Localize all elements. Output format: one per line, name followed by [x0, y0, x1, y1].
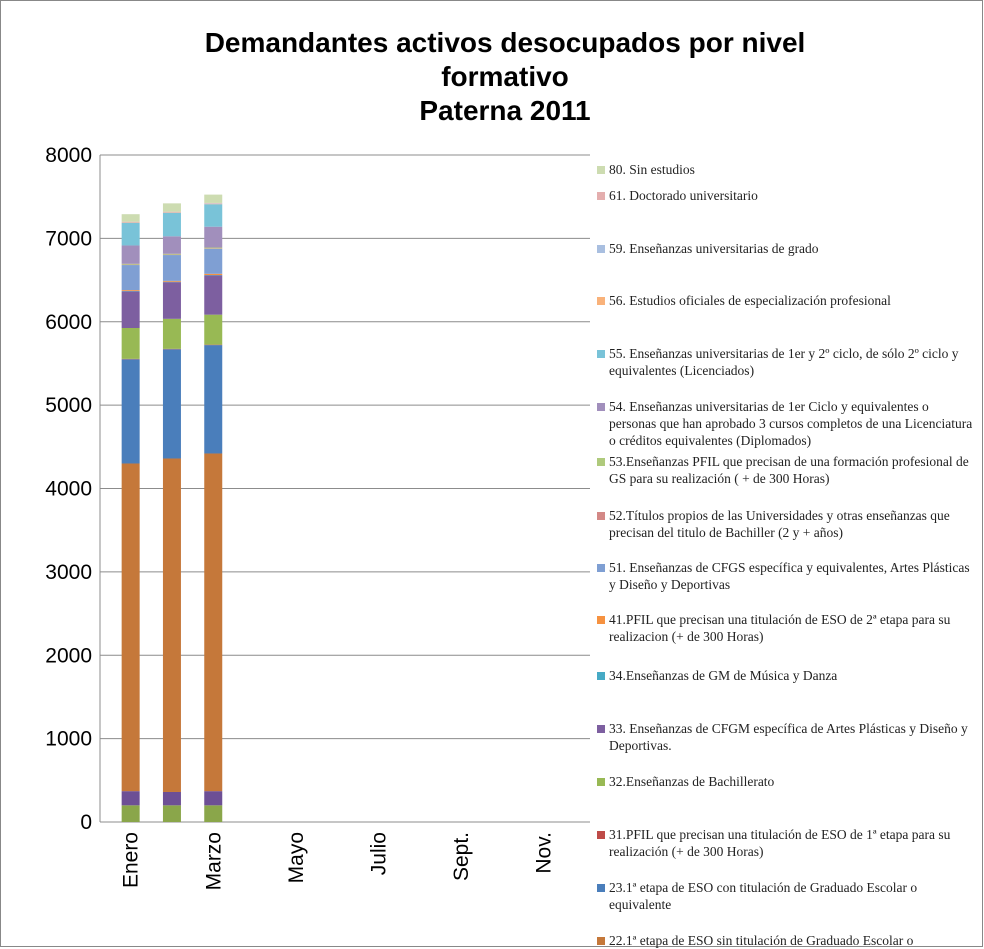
legend-label: 22.1ª etapa de ESO sin titulación de Gra…: [609, 932, 977, 949]
legend-label: 80. Sin estudios: [609, 161, 977, 178]
bar-segment: [204, 248, 222, 249]
legend-swatch: [597, 672, 605, 680]
legend-label: 33. Enseñanzas de CFGM específica de Art…: [609, 720, 977, 754]
bar-segment: [204, 453, 222, 791]
bar-segment: [163, 213, 181, 236]
y-tick-label: 4000: [45, 478, 92, 501]
bar-segment: [122, 463, 140, 791]
legend-label: 34.Enseñanzas de GM de Música y Danza: [609, 667, 977, 684]
x-tick-label: Sept.: [450, 832, 473, 881]
bar-segment: [163, 254, 181, 255]
legend-swatch: [597, 297, 605, 305]
chart-title: Paterna 2011: [419, 95, 590, 126]
bar-segment: [204, 791, 222, 805]
x-tick-label: Enero: [120, 832, 143, 888]
legend-swatch: [597, 512, 605, 520]
x-tick-label: Mayo: [285, 832, 308, 883]
x-tick-label: Marzo: [202, 832, 225, 890]
legend-swatch: [597, 831, 605, 839]
bar-segment: [122, 223, 140, 246]
bar-segment: [122, 290, 140, 291]
y-tick-label: 8000: [45, 144, 92, 167]
x-tick-label: Nov.: [533, 832, 556, 874]
bar-segment: [163, 805, 181, 822]
bar-segment: [204, 249, 222, 274]
bar-segment: [163, 236, 181, 254]
bar-segment: [163, 319, 181, 349]
bar-segment: [122, 791, 140, 805]
bar-segment: [204, 345, 222, 453]
bar-segment: [204, 204, 222, 227]
bar-segment: [122, 805, 140, 822]
bar-segment: [163, 458, 181, 792]
legend-swatch: [597, 564, 605, 572]
y-tick-label: 2000: [45, 644, 92, 667]
legend-label: 61. Doctorado universitario: [609, 187, 977, 204]
y-tick-label: 0: [80, 811, 92, 834]
legend-label: 31.PFIL que precisan una titulación de E…: [609, 826, 977, 860]
bar-segment: [122, 291, 140, 328]
bar-segment: [163, 349, 181, 458]
legend-label: 59. Enseñanzas universitarias de grado: [609, 240, 977, 257]
legend-label: 23.1ª etapa de ESO con titulación de Gra…: [609, 879, 977, 913]
legend-swatch: [597, 166, 605, 174]
y-tick-label: 5000: [45, 394, 92, 417]
bar-segment: [163, 281, 181, 282]
legend-swatch: [597, 884, 605, 892]
legend-swatch: [597, 778, 605, 786]
legend-swatch: [597, 245, 605, 253]
chart-title: Demandantes activos desocupados por nive…: [205, 27, 806, 58]
bar-segment: [163, 792, 181, 805]
bar-segment: [122, 328, 140, 359]
legend-label: 41.PFIL que precisan una titulación de E…: [609, 611, 977, 645]
bar-segment: [122, 214, 140, 222]
bar-segment: [204, 275, 222, 314]
bar-segment: [122, 264, 140, 265]
bar-segment: [163, 282, 181, 319]
y-tick-label: 6000: [45, 311, 92, 334]
legend-swatch: [597, 192, 605, 200]
bar-segment: [163, 255, 181, 281]
bar-segment: [204, 805, 222, 822]
chart-title: formativo: [441, 61, 569, 92]
y-tick-label: 1000: [45, 728, 92, 751]
legend-swatch: [597, 350, 605, 358]
bar-segment: [204, 227, 222, 248]
legend-label: 56. Estudios oficiales de especializació…: [609, 292, 977, 309]
bar-segment: [122, 359, 140, 463]
y-tick-label: 7000: [45, 227, 92, 250]
legend-label: 51. Enseñanzas de CFGS específica y equi…: [609, 559, 977, 593]
legend-label: 54. Enseñanzas universitarias de 1er Cic…: [609, 398, 977, 449]
legend-label: 52.Títulos propios de las Universidades …: [609, 507, 977, 541]
legend-swatch: [597, 725, 605, 733]
legend-label: 55. Enseñanzas universitarias de 1er y 2…: [609, 345, 977, 379]
legend-swatch: [597, 403, 605, 411]
bar-segment: [122, 265, 140, 290]
legend-label: 32.Enseñanzas de Bachillerato: [609, 773, 977, 790]
legend-swatch: [597, 937, 605, 945]
bar-segment: [204, 274, 222, 275]
bar-segment: [204, 195, 222, 203]
bar-segment: [122, 245, 140, 263]
y-tick-label: 3000: [45, 561, 92, 584]
legend-swatch: [597, 458, 605, 466]
bar-segment: [204, 315, 222, 345]
x-tick-label: Julio: [367, 832, 390, 875]
legend-swatch: [597, 616, 605, 624]
legend-label: 53.Enseñanzas PFIL que precisan de una f…: [609, 453, 977, 487]
bar-segment: [163, 203, 181, 211]
